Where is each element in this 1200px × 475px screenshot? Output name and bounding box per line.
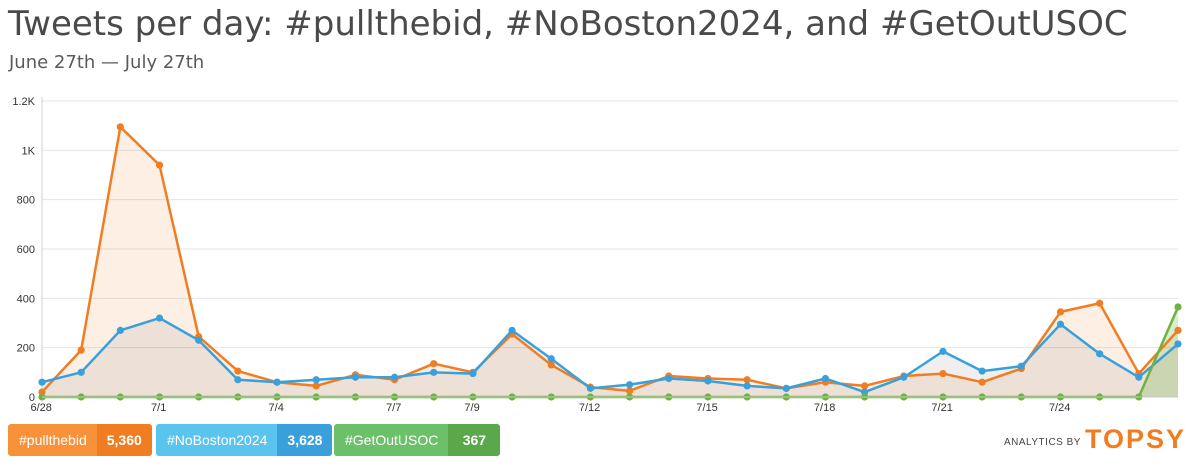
x-tick-label: 7/21 bbox=[931, 402, 952, 414]
data-point bbox=[312, 376, 320, 384]
data-point bbox=[704, 377, 712, 385]
data-point bbox=[625, 387, 634, 395]
data-point bbox=[978, 367, 986, 375]
data-point bbox=[273, 378, 281, 386]
data-point bbox=[1096, 350, 1104, 358]
data-point bbox=[430, 360, 438, 368]
x-tick-label: 7/12 bbox=[579, 402, 600, 414]
data-point bbox=[38, 388, 46, 396]
legend-label: #GetOutUSOC bbox=[334, 424, 449, 456]
data-point bbox=[1096, 299, 1104, 307]
x-tick-label: 7/24 bbox=[1049, 402, 1070, 414]
legend-noboston2024[interactable]: #NoBoston2024 3,628 bbox=[156, 424, 333, 456]
data-point bbox=[782, 384, 790, 392]
data-point bbox=[939, 347, 947, 355]
data-point bbox=[900, 373, 908, 381]
data-point bbox=[195, 336, 203, 344]
x-tick-label: 7/7 bbox=[386, 402, 401, 414]
topsy-branding[interactable]: ANALYTICS BY TOPSY bbox=[1004, 424, 1186, 454]
data-point bbox=[38, 378, 46, 386]
topsy-logo: TOPSY bbox=[1084, 424, 1186, 454]
data-point bbox=[1135, 373, 1143, 381]
data-point bbox=[77, 368, 85, 376]
data-point bbox=[234, 376, 242, 384]
data-point bbox=[1174, 326, 1182, 334]
data-point bbox=[665, 374, 673, 383]
data-point bbox=[939, 369, 947, 378]
data-point bbox=[586, 384, 595, 392]
series-area bbox=[42, 318, 1178, 397]
data-point bbox=[1056, 308, 1065, 316]
y-tick-label: 200 bbox=[17, 343, 35, 355]
series-line bbox=[41, 125, 1179, 393]
legend-label: #pullthebid bbox=[8, 424, 97, 456]
y-tick-label: 800 bbox=[17, 195, 35, 207]
data-point bbox=[861, 382, 869, 390]
series-line bbox=[41, 316, 1179, 394]
data-point bbox=[743, 376, 751, 384]
x-tick-label: 7/15 bbox=[696, 402, 717, 414]
data-point bbox=[743, 382, 751, 390]
data-point bbox=[430, 368, 438, 376]
data-point bbox=[351, 373, 359, 381]
data-point bbox=[390, 373, 399, 381]
line-chart: 0 200 400 600 800 1K 1.2K 6/28 7/1 7/4 7/7 7/9 7/12 7… bbox=[12, 96, 1182, 414]
legend-pullthebid[interactable]: #pullthebid 5,360 bbox=[8, 424, 152, 456]
analytics-by-label: ANALYTICS BY bbox=[1004, 437, 1081, 448]
data-point bbox=[312, 382, 320, 390]
series-area bbox=[42, 126, 1178, 398]
data-point bbox=[625, 381, 634, 389]
data-point bbox=[508, 326, 516, 334]
legend-label: #NoBoston2024 bbox=[156, 424, 278, 456]
data-point bbox=[547, 355, 555, 363]
data-point bbox=[155, 161, 164, 169]
chart-title: Tweets per day: #pullthebid, #NoBoston20… bbox=[8, 4, 1128, 44]
legend-count: 5,360 bbox=[96, 424, 152, 456]
y-tick-label: 1K bbox=[22, 145, 36, 157]
chart-subtitle: June 27th — July 27th bbox=[9, 52, 205, 73]
data-point bbox=[1174, 340, 1182, 348]
data-point bbox=[1017, 362, 1025, 370]
data-point bbox=[1056, 320, 1065, 328]
data-point bbox=[234, 367, 242, 375]
x-tick-label: 7/1 bbox=[151, 402, 166, 414]
data-point bbox=[155, 314, 164, 322]
x-tick-label: 7/4 bbox=[269, 402, 284, 414]
data-point bbox=[116, 326, 124, 334]
legend-count: 367 bbox=[448, 424, 501, 456]
y-tick-label: 1.2K bbox=[12, 96, 35, 108]
data-point bbox=[1174, 303, 1182, 311]
data-point bbox=[978, 378, 986, 386]
x-tick-label: 7/9 bbox=[464, 402, 479, 414]
data-point bbox=[116, 123, 124, 131]
data-point bbox=[821, 374, 830, 383]
legend-getoutusoc[interactable]: #GetOutUSOC 367 bbox=[334, 424, 501, 456]
y-tick-label: 600 bbox=[17, 244, 35, 256]
x-tick-label: 6/28 bbox=[30, 402, 51, 414]
data-point bbox=[77, 346, 85, 354]
data-point bbox=[547, 361, 555, 369]
x-tick-label: 7/18 bbox=[814, 402, 835, 414]
data-point bbox=[861, 388, 869, 396]
y-tick-label: 0 bbox=[29, 392, 35, 404]
y-tick-label: 400 bbox=[17, 293, 35, 305]
data-point bbox=[469, 369, 477, 378]
legend-count: 3,628 bbox=[277, 424, 333, 456]
